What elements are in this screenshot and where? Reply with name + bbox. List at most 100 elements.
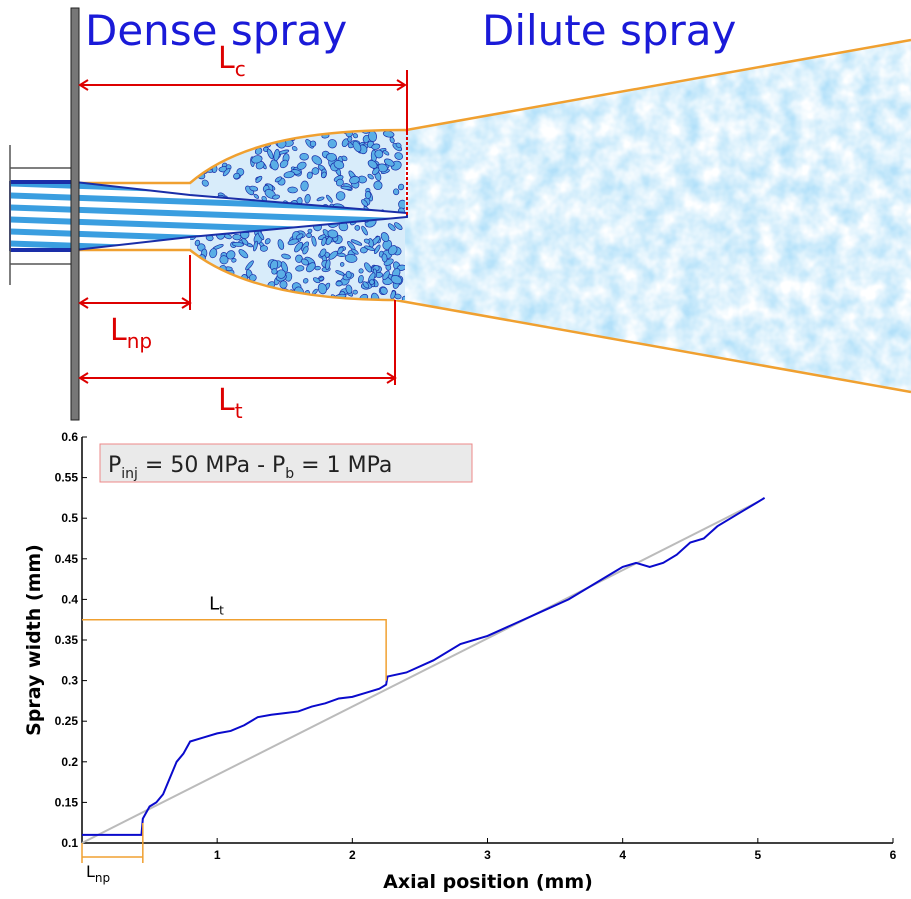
droplet <box>352 140 362 153</box>
droplet <box>281 253 291 260</box>
x-axis-label: Axial position (mm) <box>383 871 593 893</box>
droplet <box>367 173 374 180</box>
lt-label: Lt <box>218 383 243 423</box>
droplet <box>241 238 249 246</box>
droplet <box>270 159 279 171</box>
annotation: Pinj = 50 MPa - Pb = 1 MPa <box>108 453 392 482</box>
droplet <box>333 160 345 170</box>
droplet <box>362 134 371 143</box>
droplet <box>374 149 384 159</box>
droplet <box>344 253 358 263</box>
droplet <box>206 133 215 140</box>
droplet <box>271 268 278 275</box>
droplet <box>325 194 333 203</box>
droplet <box>326 152 337 162</box>
droplet <box>264 238 271 245</box>
droplet <box>382 270 390 281</box>
droplet <box>314 265 321 271</box>
droplet <box>277 239 285 250</box>
droplet <box>291 146 298 152</box>
droplet <box>309 140 317 147</box>
droplet <box>219 255 229 265</box>
droplet <box>398 183 405 191</box>
droplet <box>302 246 309 255</box>
droplet <box>287 186 298 194</box>
marker-label: Lnp <box>86 862 110 885</box>
droplet <box>358 268 364 274</box>
droplet <box>372 167 380 175</box>
droplet <box>352 133 359 139</box>
droplet <box>233 138 238 148</box>
droplet <box>238 293 250 300</box>
droplet <box>345 284 353 294</box>
droplet <box>317 283 327 295</box>
droplet <box>254 147 263 155</box>
droplet <box>302 278 309 284</box>
droplet <box>296 161 307 170</box>
droplet <box>194 141 199 147</box>
droplet <box>401 295 405 300</box>
droplet <box>369 279 375 285</box>
droplet <box>394 222 403 230</box>
chart: Pinj = 50 MPa - Pb = 1 MPa Axial positio… <box>23 430 897 893</box>
droplet <box>319 248 327 257</box>
droplet <box>219 278 229 288</box>
droplet <box>205 277 215 286</box>
droplet <box>194 239 201 247</box>
label-main: L <box>209 594 219 615</box>
droplet <box>318 276 325 281</box>
droplet <box>206 147 214 153</box>
y-axis-label: Spray width (mm) <box>23 544 45 736</box>
droplet <box>306 262 316 273</box>
droplet <box>306 171 313 179</box>
label-main: L <box>218 41 235 76</box>
y-tick-label: 0.35 <box>55 633 79 647</box>
droplet <box>363 238 370 244</box>
y-tick-label: 0.25 <box>55 714 79 728</box>
droplet <box>190 290 197 299</box>
y-tick-label: 0.15 <box>55 795 79 809</box>
droplet <box>345 270 352 279</box>
ann-text: = 50 MPa - P <box>138 453 285 478</box>
droplet <box>195 265 205 277</box>
droplet <box>321 171 327 179</box>
droplet <box>311 235 317 247</box>
droplet <box>230 137 238 142</box>
droplet <box>213 153 221 159</box>
droplet <box>371 143 381 150</box>
droplet <box>339 262 345 267</box>
droplet <box>306 232 312 238</box>
droplet <box>249 185 259 192</box>
droplet <box>325 259 331 271</box>
droplet <box>307 228 313 234</box>
droplet <box>341 138 349 148</box>
droplet <box>388 245 398 256</box>
droplet <box>357 274 364 284</box>
annotation-box <box>99 443 473 483</box>
droplet <box>299 152 309 161</box>
droplet <box>350 239 363 246</box>
dense-label: Dense spray <box>85 6 347 55</box>
lnp-label: Lnp <box>110 313 152 353</box>
droplet <box>273 148 280 162</box>
droplet <box>195 150 201 156</box>
droplet <box>349 175 360 185</box>
droplet <box>383 150 390 156</box>
droplet <box>340 185 352 190</box>
droplet <box>238 249 249 259</box>
x-tick-label: 3 <box>484 848 491 862</box>
y-tick-label: 0.6 <box>61 430 78 444</box>
droplet <box>222 168 231 177</box>
droplet <box>274 176 282 183</box>
x-tick-label: 5 <box>754 848 761 862</box>
x-tick-label: 4 <box>619 848 626 862</box>
ann-sub: inj <box>121 466 138 482</box>
droplet <box>259 245 268 252</box>
droplet <box>387 223 396 231</box>
droplet <box>220 294 226 300</box>
droplet <box>381 253 388 263</box>
droplet <box>335 191 346 201</box>
droplet <box>251 293 264 300</box>
